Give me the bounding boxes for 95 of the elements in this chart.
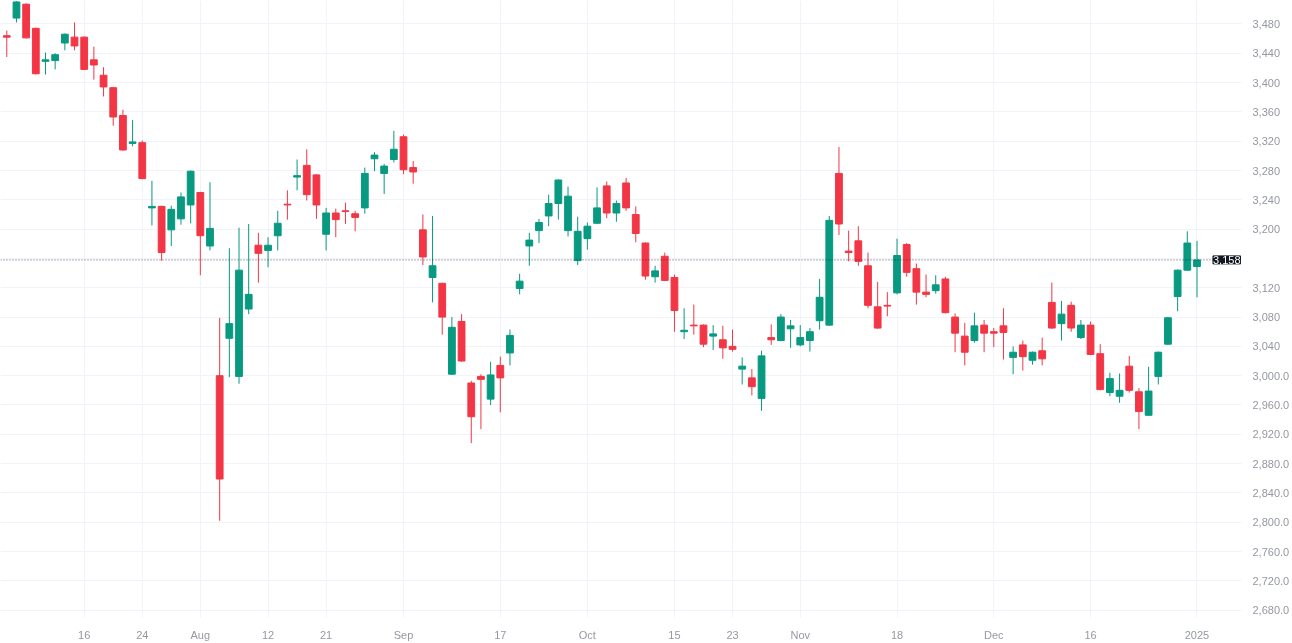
x-tick-label: Aug (190, 628, 211, 641)
candlestick (1076, 319, 1085, 340)
y-tick-label: 3,440 (1252, 47, 1281, 60)
candlestick (525, 232, 534, 267)
candlestick (786, 319, 795, 349)
candlestick (206, 181, 214, 251)
candlestick (806, 327, 814, 352)
candlestick (128, 119, 137, 147)
y-tick-label: 3,400 (1252, 76, 1281, 89)
y-tick-label: 3,040 (1252, 340, 1281, 353)
y-tick-label: 2,800.0 (1252, 516, 1290, 529)
y-tick-label: 3,280 (1252, 164, 1281, 177)
x-tick-label: 17 (494, 628, 507, 641)
candlestick (1067, 301, 1076, 333)
y-tick-label: 2,720.0 (1252, 574, 1290, 587)
x-tick-label: 21 (319, 628, 333, 641)
candlestick (1038, 337, 1047, 366)
candlestick (428, 215, 437, 303)
candlestick (244, 223, 253, 315)
candlestick (331, 208, 340, 238)
candlestick (1009, 345, 1018, 375)
candlestick (177, 191, 185, 226)
x-tick-label: Nov (790, 628, 811, 641)
x-tick-label: 15 (668, 628, 681, 641)
candlestick (873, 281, 882, 330)
candlestick (931, 274, 940, 295)
candlestick (370, 151, 379, 172)
candlestick (389, 130, 398, 163)
y-tick-label: 3,200 (1252, 223, 1281, 236)
y-tick-label: 2,960.0 (1252, 398, 1290, 411)
x-tick-label: 23 (726, 628, 739, 641)
candlestick (12, 0, 21, 23)
candlestick (2, 30, 11, 58)
y-tick-label: 3,320 (1252, 135, 1281, 148)
y-tick-label: 3,080 (1252, 311, 1281, 324)
candlestick (1193, 240, 1201, 298)
candlestick (631, 205, 640, 243)
x-tick-label: Sep (393, 628, 414, 641)
x-tick-label: 2025 (1184, 628, 1210, 641)
candlestick (747, 368, 756, 396)
x-tick-label: Dec (984, 628, 1005, 641)
candlestick (283, 189, 292, 221)
candlestick (612, 200, 621, 223)
candlestick (264, 236, 272, 268)
y-tick-label: 2,880.0 (1252, 457, 1290, 470)
candlestick (351, 210, 360, 232)
candlestick (148, 180, 156, 226)
y-tick-label: 3,480 (1252, 17, 1281, 30)
candlestick (922, 274, 930, 298)
y-tick-label: 3,360 (1252, 105, 1281, 118)
y-tick-label: 3,240 (1252, 193, 1281, 206)
candlestick (225, 247, 234, 378)
candlestick (1106, 372, 1114, 397)
candlestick (89, 46, 98, 81)
candlestick (273, 210, 282, 251)
candlestick (254, 232, 263, 284)
x-tick-label: 24 (136, 628, 149, 641)
candlestick (767, 323, 776, 346)
candlestick (99, 66, 108, 97)
candlestick (651, 265, 659, 284)
y-tick-label: 2,680.0 (1252, 604, 1290, 617)
candlestick (709, 324, 718, 351)
candlestick (515, 273, 524, 295)
y-tick-label: 2,840.0 (1252, 486, 1290, 499)
x-tick-label: 18 (890, 628, 904, 641)
candlestick (960, 322, 969, 366)
candlestick (951, 312, 959, 353)
candlestick (535, 218, 543, 244)
candlestick (477, 373, 485, 430)
candlestick (1057, 300, 1066, 342)
candlestick (593, 186, 601, 225)
candlestick (777, 313, 785, 342)
candlestick (980, 319, 988, 353)
y-tick-label: 2,760.0 (1252, 545, 1290, 558)
candlestick (883, 291, 892, 317)
y-tick-label: 2,920.0 (1252, 428, 1290, 441)
ref-line-label: 3,158 (1212, 253, 1241, 266)
candlestick (1018, 340, 1027, 372)
y-tick-label: 3,000.0 (1252, 369, 1290, 382)
candlestick (380, 163, 389, 195)
x-tick-label: Oct (578, 628, 596, 641)
candlestick (506, 329, 514, 366)
candlestick (341, 202, 350, 225)
x-tick-label: 16 (78, 628, 91, 641)
candlestick (293, 159, 301, 191)
candlestick (738, 356, 747, 385)
candlestick (1115, 372, 1124, 404)
x-tick-label: 16 (1084, 628, 1097, 641)
candlestick (1135, 387, 1143, 430)
candlestick (496, 356, 505, 413)
candlestick (322, 207, 330, 251)
candlestick (970, 312, 979, 344)
y-tick-label: 3,120 (1252, 281, 1281, 294)
x-tick-label: 12 (261, 628, 275, 641)
candlestick (167, 205, 176, 247)
